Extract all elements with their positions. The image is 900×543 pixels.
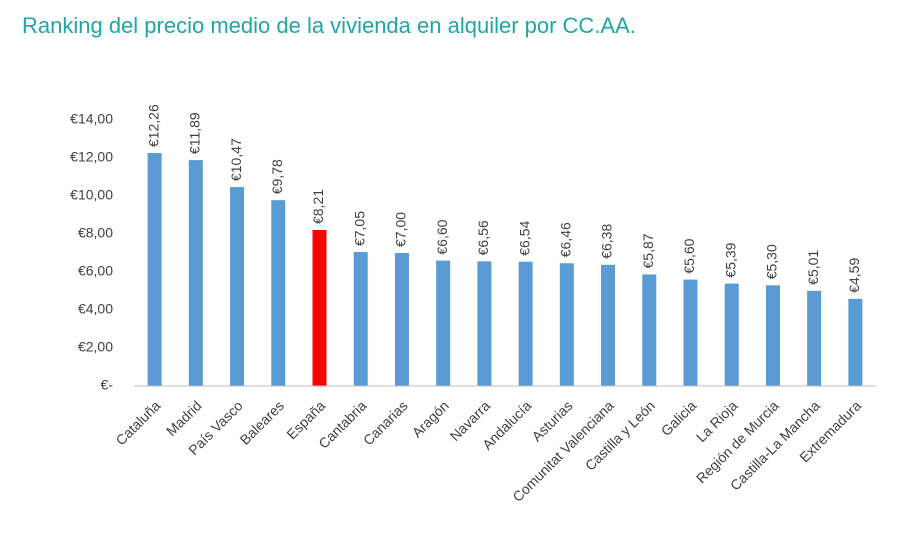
value-label: €11,89: [187, 112, 203, 154]
value-label: €4,59: [846, 258, 862, 293]
value-label: €6,38: [599, 224, 615, 259]
bar: [601, 264, 616, 386]
value-label: €6,54: [516, 220, 532, 255]
value-label: €9,78: [269, 159, 285, 194]
bar: [353, 252, 368, 386]
value-label: €7,05: [351, 211, 367, 246]
bar: [147, 153, 162, 386]
bar: [188, 160, 203, 386]
value-label: €5,39: [722, 242, 738, 277]
value-label: €7,00: [393, 212, 409, 247]
value-label: €5,01: [805, 250, 821, 285]
y-tick-label: €12,00: [70, 149, 113, 165]
value-label: €5,60: [681, 238, 697, 273]
value-label: €5,30: [764, 244, 780, 279]
value-label: €10,47: [228, 138, 244, 181]
y-tick-label: €-: [101, 377, 114, 393]
bar: [394, 253, 409, 386]
value-label: €6,60: [434, 219, 450, 254]
x-tick-label: Cataluña: [112, 397, 163, 448]
bar: [642, 274, 657, 386]
bar: [518, 261, 533, 386]
y-tick-label: €6,00: [78, 263, 113, 279]
x-tick-label: Aragón: [409, 397, 452, 440]
bar: [559, 263, 574, 386]
value-label: €12,26: [145, 104, 161, 147]
y-tick-label: €4,00: [78, 301, 113, 317]
x-tick-label: Baleares: [237, 397, 287, 447]
bar: [271, 200, 286, 386]
y-tick-label: €10,00: [70, 187, 113, 203]
x-tick-label: Canarias: [360, 397, 411, 448]
bar: [436, 260, 451, 386]
bar: [312, 230, 327, 386]
value-label: €6,46: [558, 222, 574, 257]
bar: [477, 261, 492, 386]
bar: [765, 285, 780, 386]
chart-title: Ranking del precio medio de la vivienda …: [22, 13, 636, 38]
bar: [848, 298, 863, 386]
value-label: €6,56: [475, 220, 491, 255]
y-tick-label: €14,00: [70, 111, 113, 127]
y-tick-label: €8,00: [78, 225, 113, 241]
bar: [683, 279, 698, 386]
bar: [724, 283, 739, 386]
value-label: €5,87: [640, 233, 656, 268]
bar: [807, 290, 822, 386]
y-tick-label: €2,00: [78, 339, 113, 355]
value-label: €8,21: [310, 189, 326, 224]
bar: [230, 187, 245, 386]
